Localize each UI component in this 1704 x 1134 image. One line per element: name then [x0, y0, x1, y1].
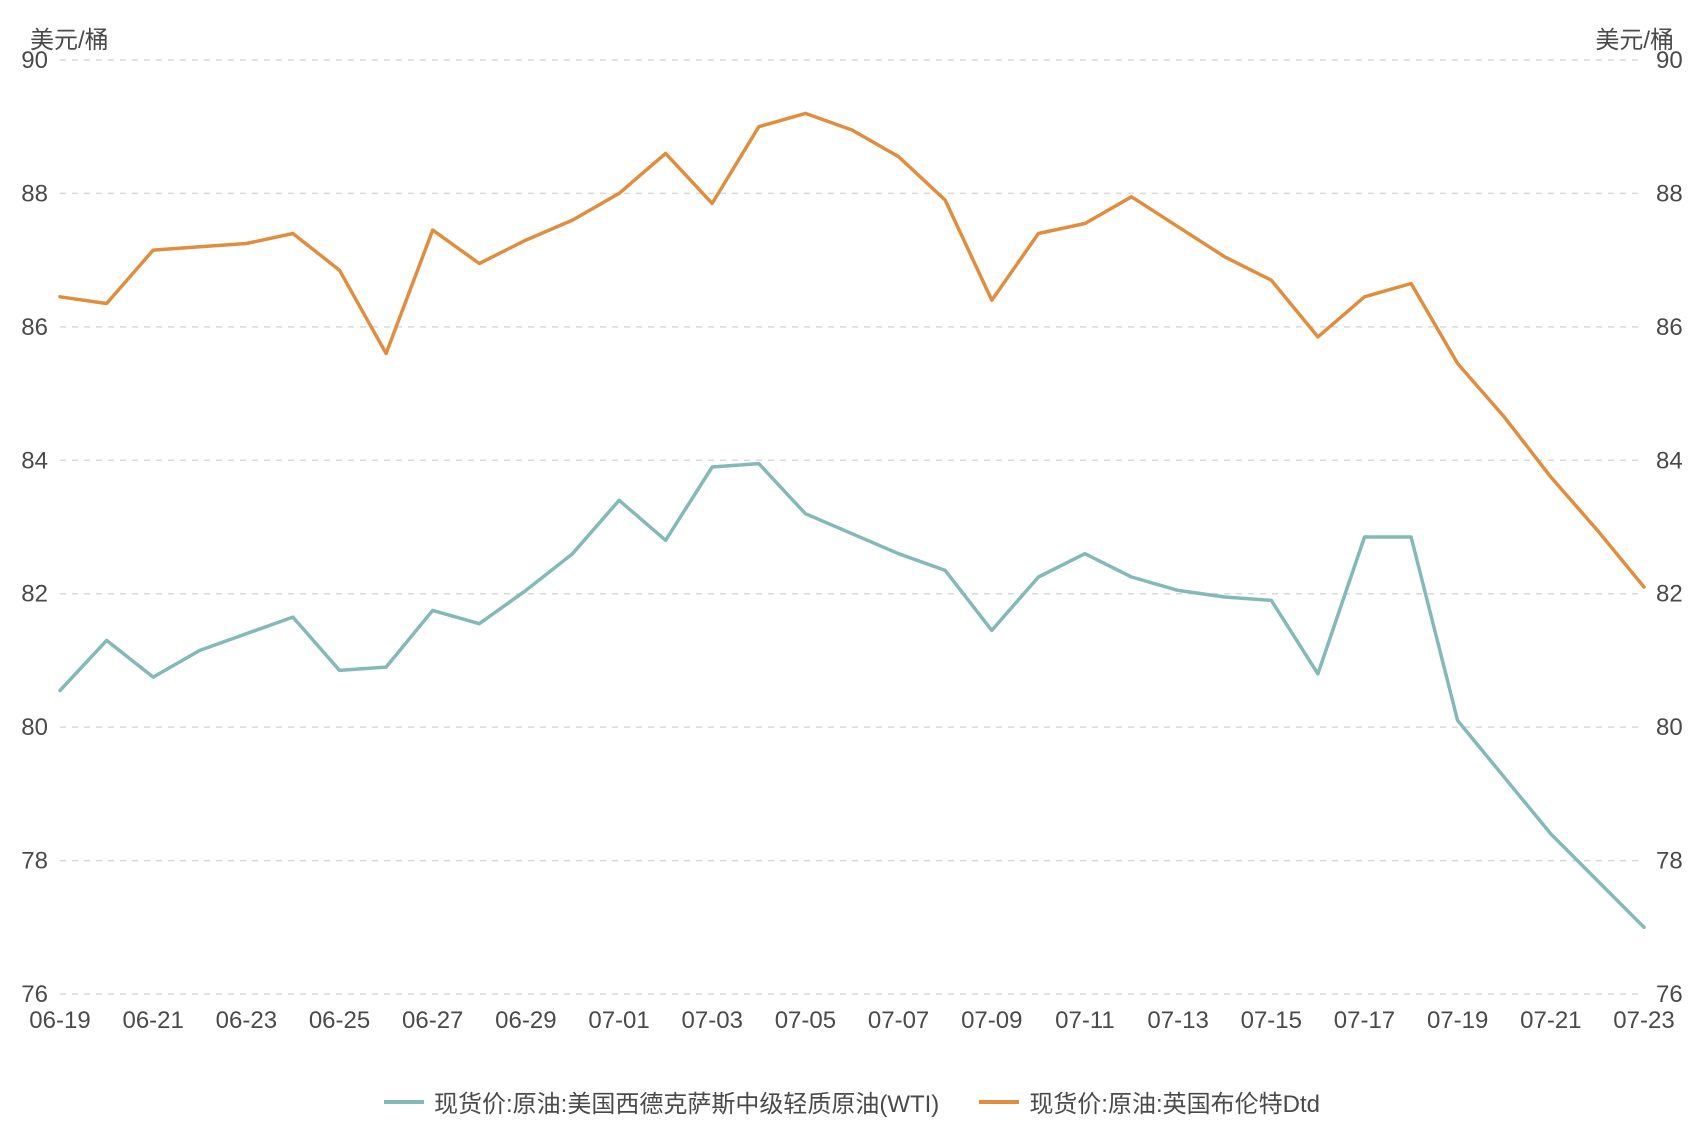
y-tick-left: 84	[21, 447, 48, 474]
x-tick: 06-23	[216, 1007, 277, 1034]
y-tick-right: 80	[1656, 714, 1683, 741]
y-tick-left: 78	[21, 848, 48, 875]
y-axis-title-left: 美元/桶	[30, 20, 109, 55]
x-tick: 07-03	[682, 1007, 743, 1034]
y-tick-right: 82	[1656, 581, 1683, 608]
x-tick: 07-15	[1241, 1007, 1302, 1034]
series-line-1	[60, 113, 1644, 587]
x-tick: 07-17	[1334, 1007, 1395, 1034]
x-tick: 07-11	[1055, 1007, 1115, 1034]
y-axis-title-right: 美元/桶	[1595, 20, 1674, 55]
y-tick-left: 86	[21, 314, 48, 341]
x-tick: 06-21	[122, 1007, 183, 1034]
x-tick: 06-29	[495, 1007, 556, 1034]
y-tick-right: 76	[1656, 981, 1683, 1008]
x-tick: 07-01	[588, 1007, 649, 1034]
x-tick: 07-13	[1147, 1007, 1208, 1034]
y-tick-right: 88	[1656, 180, 1683, 207]
x-tick: 07-05	[775, 1007, 836, 1034]
x-tick: 07-07	[868, 1007, 929, 1034]
y-tick-right: 84	[1656, 447, 1683, 474]
x-tick: 07-09	[961, 1007, 1022, 1034]
y-tick-left: 82	[21, 581, 48, 608]
series-line-0	[60, 464, 1644, 928]
legend-item-0: 现货价:原油:美国西德克萨斯中级轻质原油(WTI)	[384, 1084, 939, 1119]
legend: 现货价:原油:美国西德克萨斯中级轻质原油(WTI) 现货价:原油:英国布伦特Dtd	[0, 1084, 1704, 1119]
x-tick: 07-23	[1613, 1007, 1674, 1034]
x-tick: 07-19	[1427, 1007, 1488, 1034]
legend-swatch	[979, 1100, 1019, 1104]
y-tick-right: 86	[1656, 314, 1683, 341]
y-tick-left: 76	[21, 981, 48, 1008]
legend-label: 现货价:原油:美国西德克萨斯中级轻质原油(WTI)	[434, 1084, 939, 1119]
x-tick: 06-25	[309, 1007, 370, 1034]
oil-price-chart: 美元/桶 美元/桶 767678788080828284848686888890…	[0, 0, 1704, 1134]
y-tick-left: 88	[21, 180, 48, 207]
x-tick: 06-19	[29, 1007, 90, 1034]
legend-item-1: 现货价:原油:英国布伦特Dtd	[979, 1084, 1320, 1119]
legend-label: 现货价:原油:英国布伦特Dtd	[1029, 1084, 1320, 1119]
x-tick: 06-27	[402, 1007, 463, 1034]
y-tick-right: 78	[1656, 848, 1683, 875]
legend-swatch	[384, 1100, 424, 1104]
chart-canvas: 7676787880808282848486868888909006-1906-…	[0, 0, 1704, 1134]
x-tick: 07-21	[1520, 1007, 1581, 1034]
y-tick-left: 80	[21, 714, 48, 741]
